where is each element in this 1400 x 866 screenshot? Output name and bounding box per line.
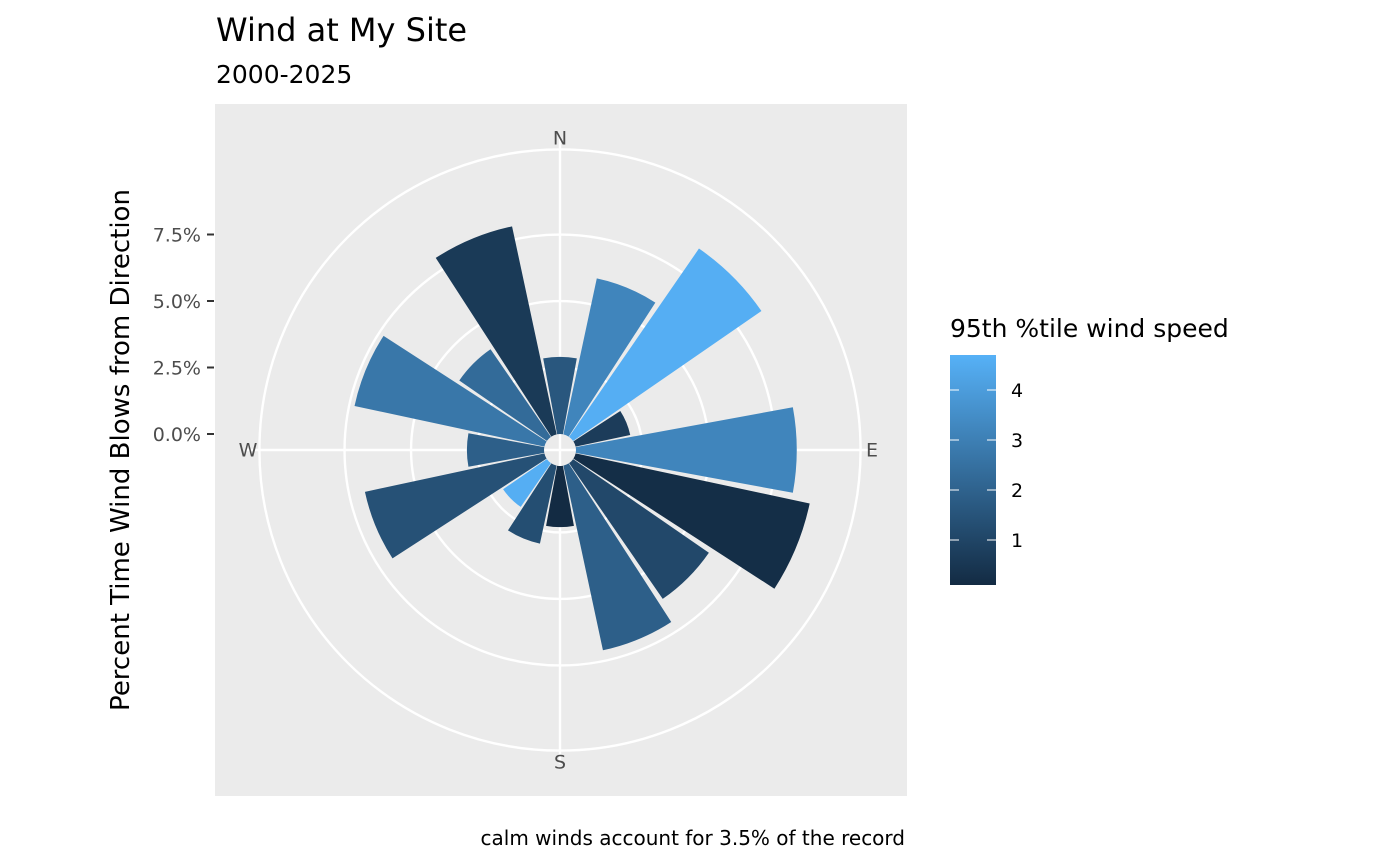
wind-bar-45 [569,248,762,441]
compass-label-e: E [866,440,878,462]
wind-bar-157.5 [563,463,672,651]
legend-tick-label: 2 [1011,480,1023,502]
wind-bars [354,226,810,651]
wind-bar-135 [569,459,709,599]
y-tick-label: 2.5% [153,358,201,380]
wind-bar-0 [543,356,577,435]
wind-bar-292.5 [354,335,547,447]
legend-colorbar [950,355,996,585]
y-tick-label: 5.0% [153,291,201,313]
legend-tick-label: 1 [1011,530,1023,552]
wind-bar-337.5 [435,226,557,437]
y-axis-title: Percent Time Wind Blows from Direction [106,189,136,711]
y-tick-label: 0.0% [153,424,201,446]
wind-bar-22.5 [563,278,656,437]
wind-bar-112.5 [573,453,810,589]
wind-bar-67.5 [573,410,631,447]
legend-tick-label: 3 [1011,430,1023,452]
wind-bar-90 [575,407,797,493]
chart-title: Wind at My Site [216,11,467,49]
legend-title: 95th %tile wind speed [950,314,1229,343]
legend-ticks: 1 2 3 4 [950,380,1023,552]
wind-bar-180 [546,465,574,528]
compass-label-n: N [553,128,567,150]
wind-bar-315 [459,349,551,441]
compass-labels: N E S W [239,128,878,774]
chart-caption: calm winds account for 3.5% of the recor… [481,826,905,850]
y-tick-label: 7.5% [153,225,201,247]
legend-tick-label: 4 [1011,380,1023,402]
wind-bar-225 [503,459,551,507]
y-axis: 0.0% 2.5% 5.0% 7.5% [153,225,214,446]
chart-subtitle: 2000-2025 [216,60,352,89]
compass-label-s: S [554,752,566,774]
wind-bar-202.5 [507,463,557,544]
legend: 95th %tile wind speed 1 2 3 4 [950,314,1229,585]
wind-bar-247.5 [364,453,547,559]
wind-bar-270 [466,433,545,467]
compass-label-w: W [239,440,258,462]
